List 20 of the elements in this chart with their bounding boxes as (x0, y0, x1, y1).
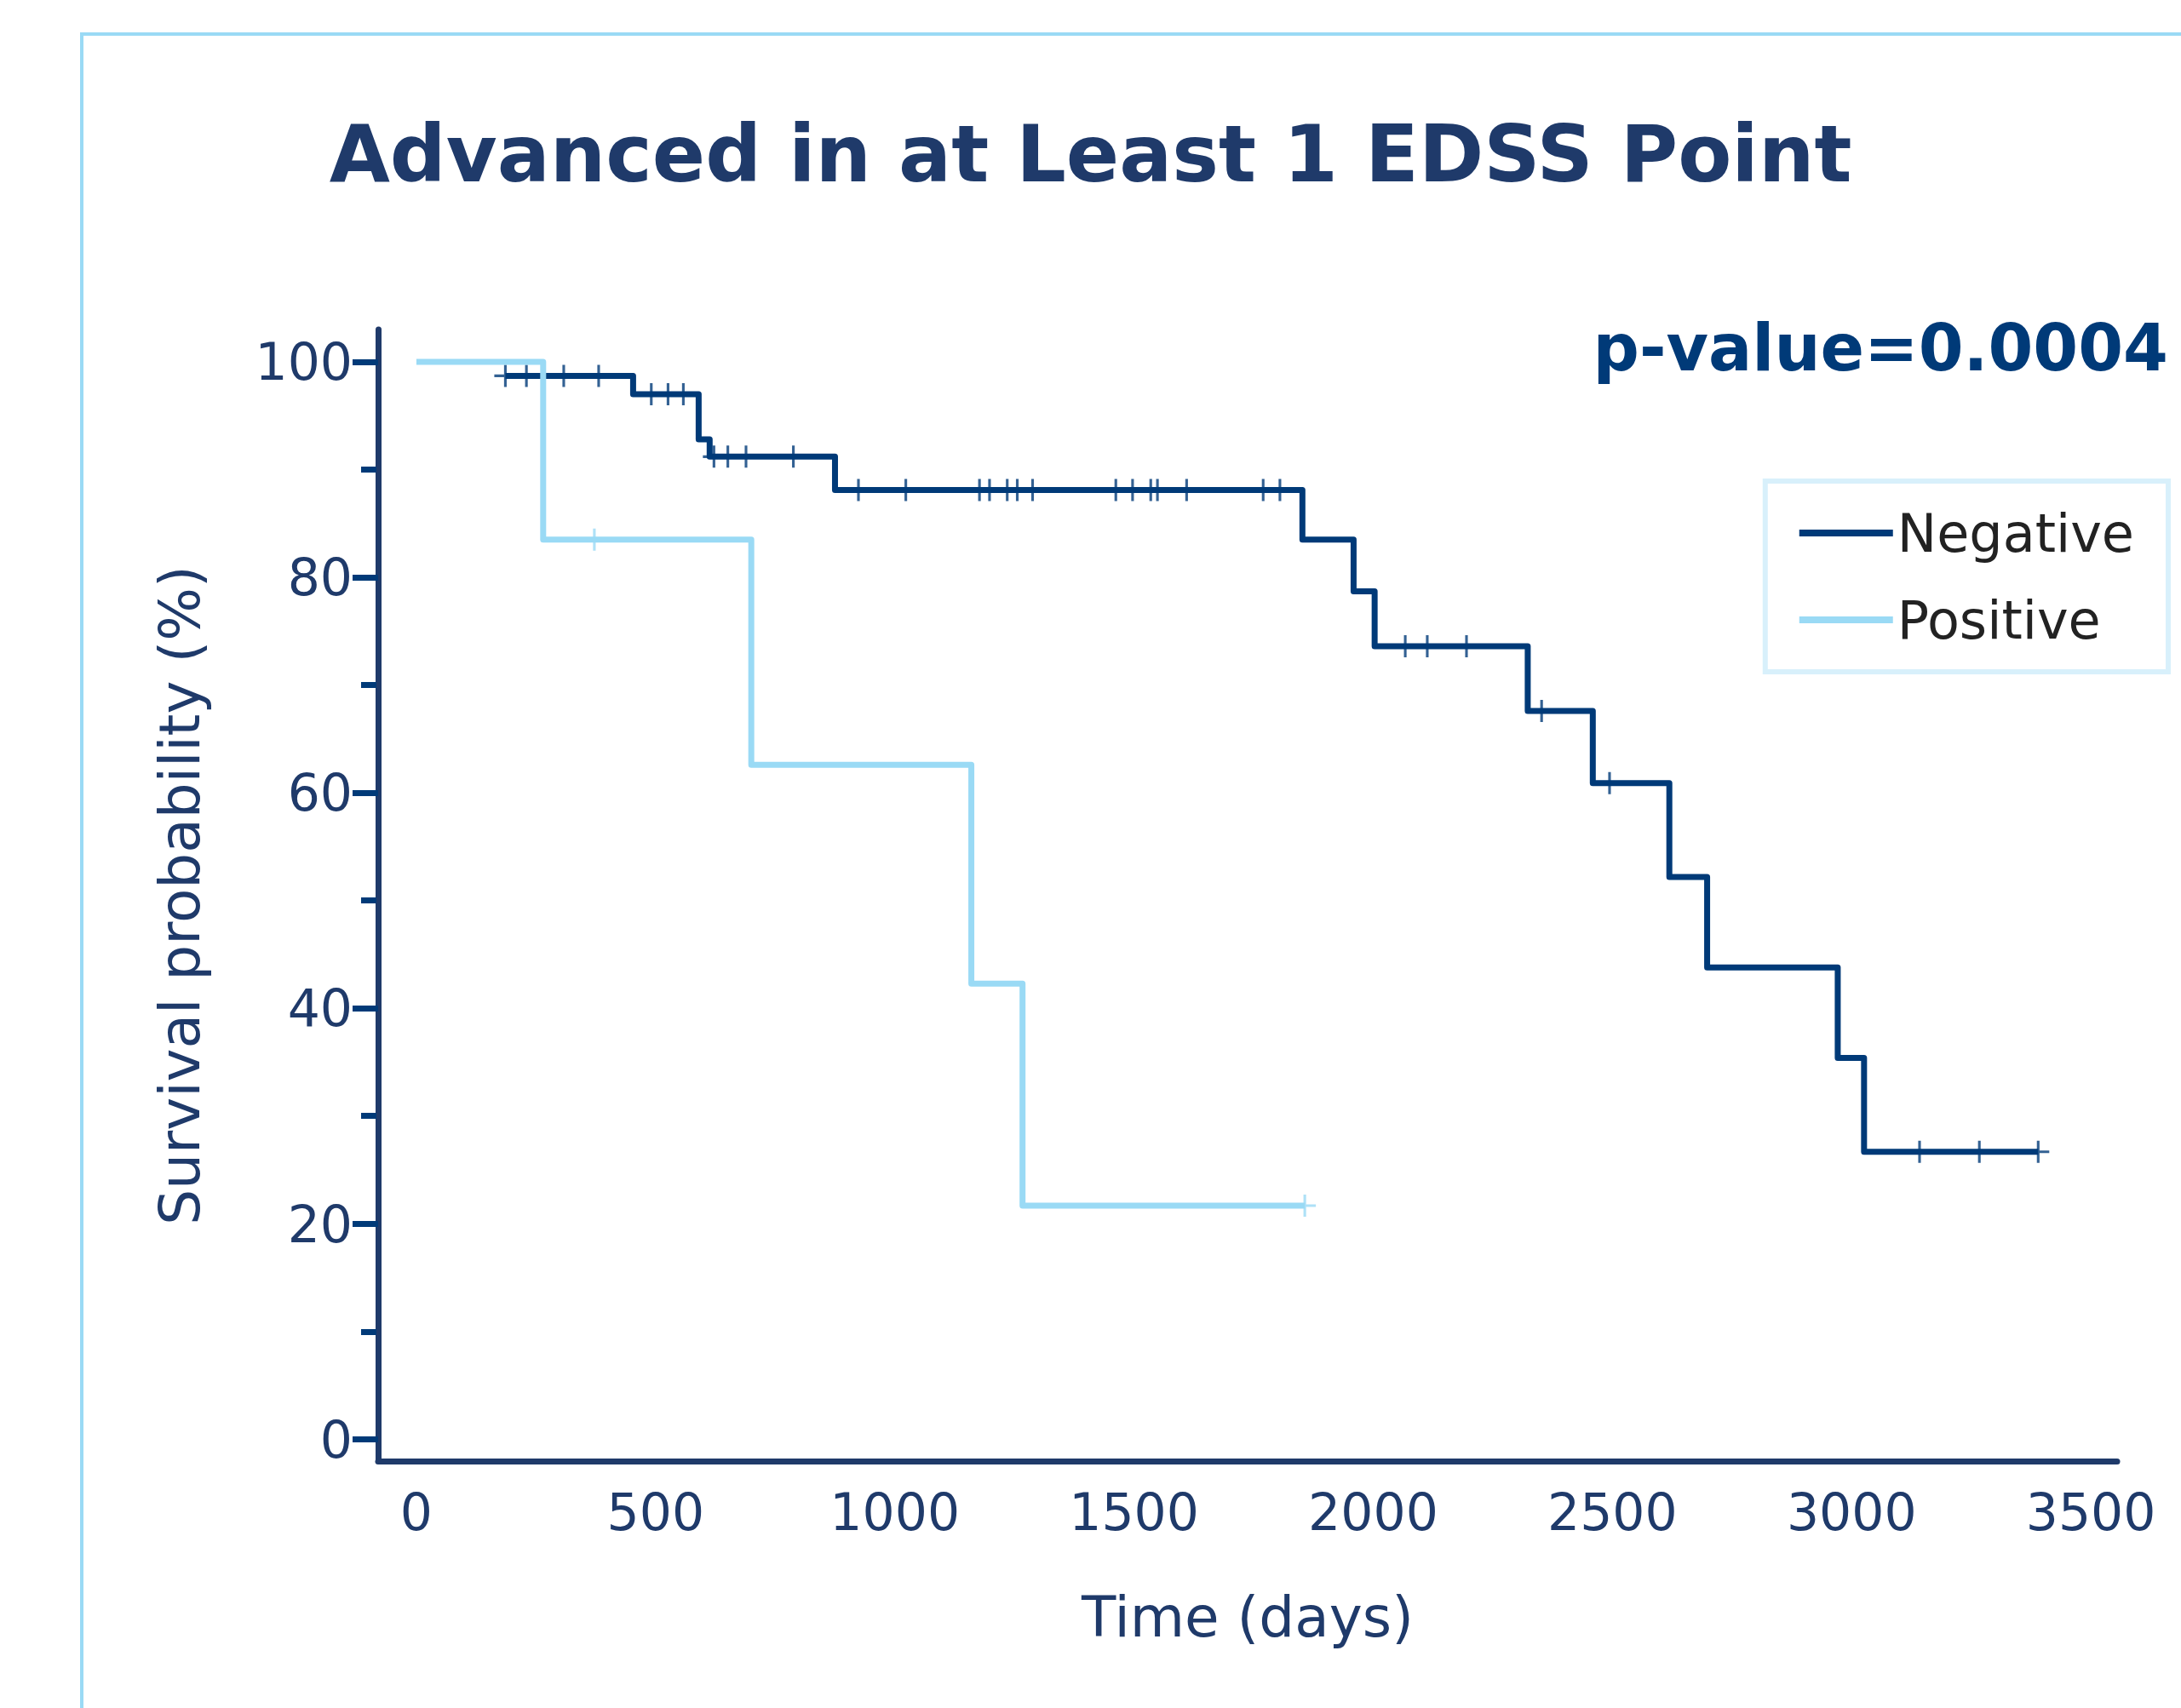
annotation: p-value=0.0004 (1593, 309, 2169, 386)
x-axis-title: Time (days) (1081, 1584, 1414, 1650)
x-tick-label: 2000 (1308, 1482, 1438, 1542)
x-tick-label: 1500 (1069, 1482, 1199, 1542)
y-tick-label: 80 (287, 547, 353, 608)
x-tick-label: 2500 (1547, 1482, 1678, 1542)
legend-label: Positive (1897, 588, 2101, 651)
legend-label: Negative (1897, 502, 2135, 565)
x-tick-label: 1000 (829, 1482, 961, 1542)
y-tick-label: 0 (319, 1409, 353, 1470)
x-tick-label: 500 (606, 1482, 705, 1542)
y-tick-label: 60 (287, 763, 353, 823)
x-tick-label: 0 (399, 1482, 433, 1542)
y-tick-label: 100 (255, 331, 353, 392)
x-tick-label: 3000 (1786, 1482, 1917, 1542)
y-axis-title: Survival probability (%) (146, 565, 213, 1225)
y-tick-label: 20 (287, 1194, 353, 1254)
chart-title: Advanced in at Least 1 EDSS Point (329, 108, 1852, 200)
y-tick-label: 40 (287, 978, 353, 1039)
x-tick-label: 3500 (2025, 1482, 2156, 1542)
